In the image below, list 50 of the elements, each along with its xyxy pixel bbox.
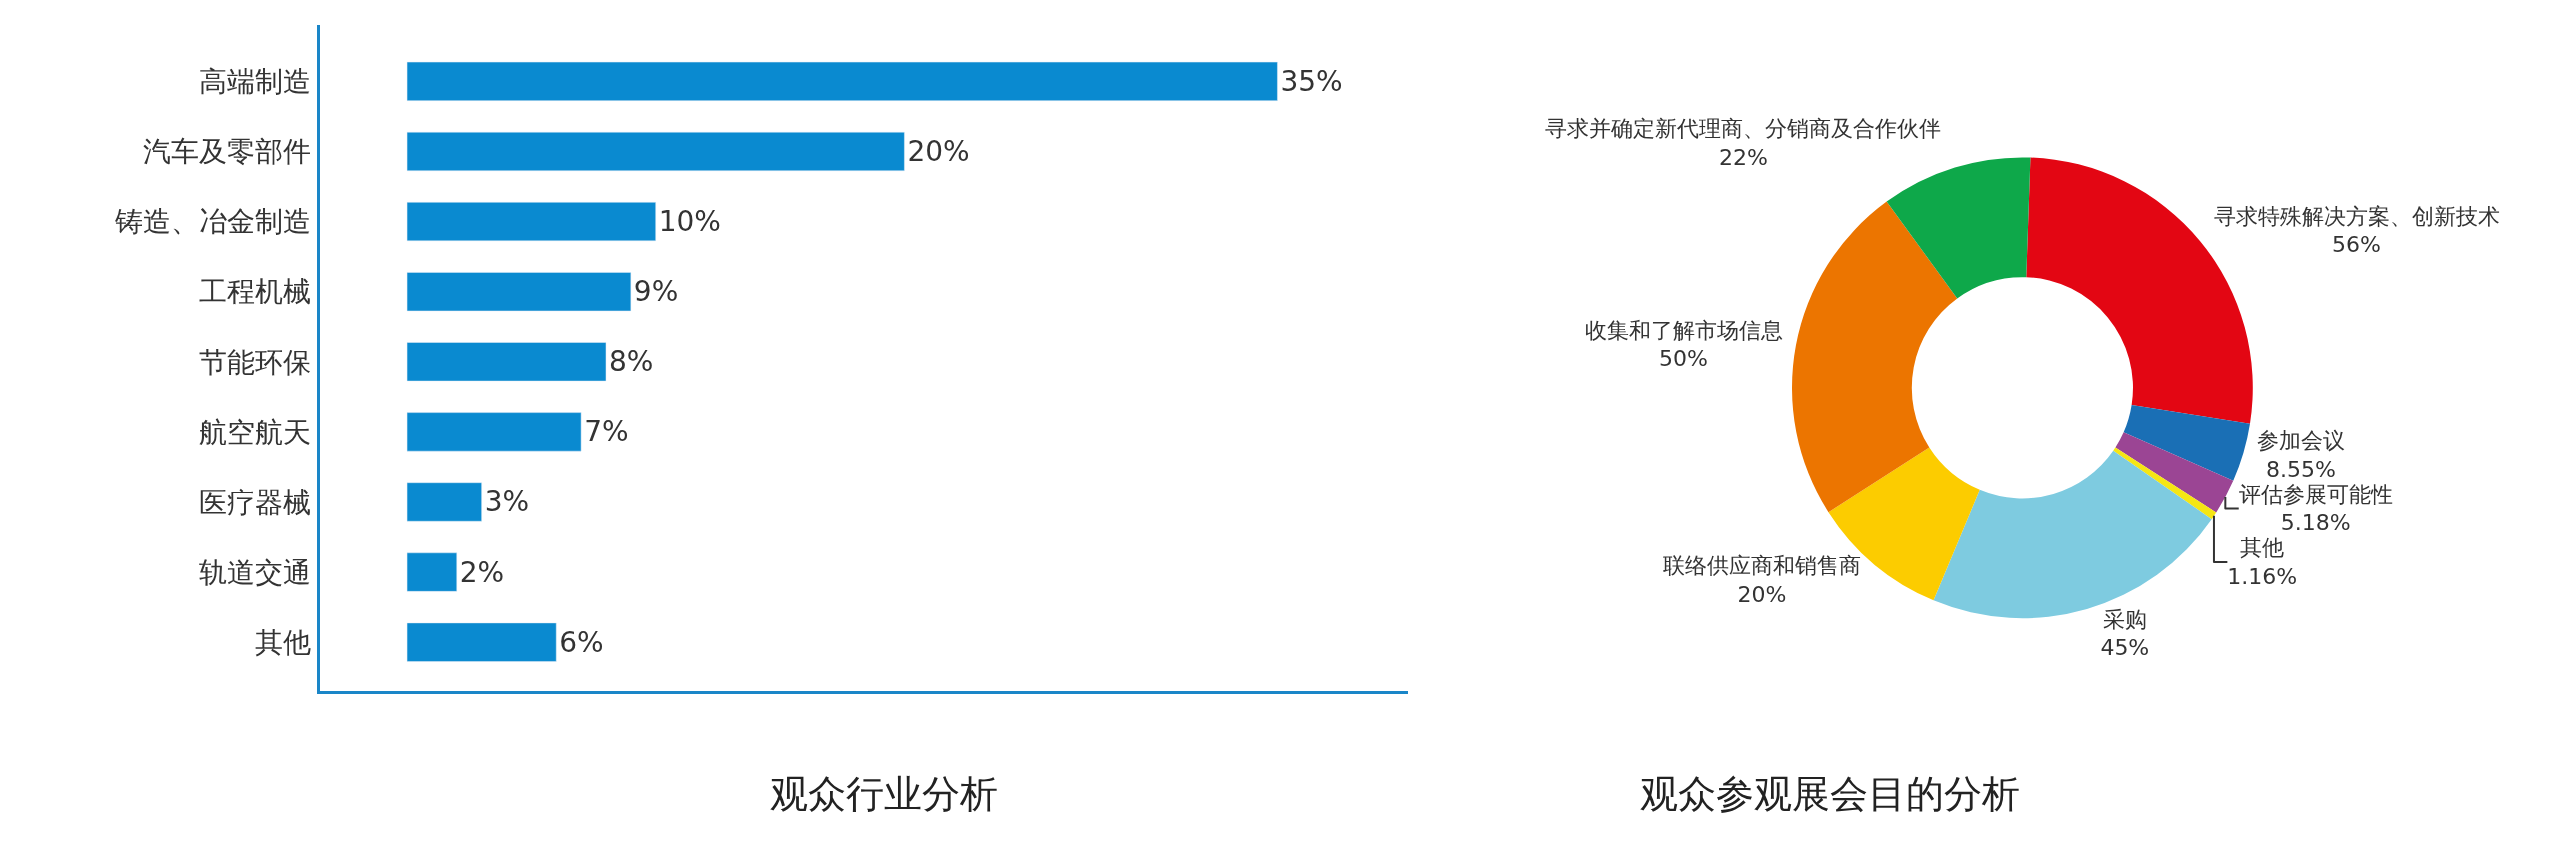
y-tick-label: 节能环保 <box>199 345 312 379</box>
bar <box>406 202 656 242</box>
data-label: 50% <box>1659 346 1708 372</box>
slice-label: 寻求并确定新代理商、分销商及合作伙伴 <box>1545 116 1942 142</box>
y-tick-label: 医疗器械 <box>199 485 312 519</box>
donut-slice <box>2113 447 2217 520</box>
y-tick-label: 汽车及零部件 <box>143 135 312 169</box>
data-label: 2% <box>459 555 505 589</box>
data-label: 35% <box>1280 64 1343 98</box>
y-tick-label: 工程机械 <box>199 275 312 309</box>
slice-label: 采购 <box>2102 606 2147 632</box>
donut-slice <box>1792 201 1958 513</box>
data-label: 8% <box>608 345 654 379</box>
data-label: 56% <box>2332 232 2381 258</box>
data-label: 1.16% <box>2227 563 2298 589</box>
bar <box>406 622 557 662</box>
bar <box>406 131 905 171</box>
y-tick-label: 高端制造 <box>199 65 312 99</box>
text: 观众参观展会目的分析 <box>1640 772 2020 816</box>
slice-label: 评估参展可能性 <box>2238 481 2393 507</box>
y-tick-label: 轨道交通 <box>199 555 312 589</box>
slice-label: 收集和了解市场信息 <box>1584 317 1783 343</box>
donut-slice <box>1886 157 2031 299</box>
bar <box>406 342 607 382</box>
slice-label: 其他 <box>2240 535 2285 561</box>
slice-label: 寻求特殊解决方案、创新技术 <box>2213 203 2500 229</box>
data-label: 10% <box>658 205 721 239</box>
data-label: 5.18% <box>2280 510 2351 536</box>
bar <box>406 482 482 522</box>
data-label: 20% <box>1737 581 1787 607</box>
data-label: 6% <box>559 625 604 659</box>
bar <box>406 61 1278 101</box>
slice-label: 参加会议 <box>2256 428 2345 454</box>
data-label: 45% <box>2100 635 2150 661</box>
slice-label: 联络供应商和销售商 <box>1662 553 1861 579</box>
data-label: 8.55% <box>2265 456 2336 482</box>
text: 观众行业分析 <box>770 772 998 816</box>
y-tick-label: 其他 <box>255 625 312 659</box>
data-label: 20% <box>907 134 970 168</box>
donut-slice <box>2115 432 2234 513</box>
data-label: 9% <box>633 275 679 309</box>
data-label: 22% <box>1719 144 1768 170</box>
y-tick-label: 铸造、冶金制造 <box>114 205 312 239</box>
y-tick-label: 航空航天 <box>199 415 312 449</box>
bar <box>406 272 632 312</box>
data-label: 3% <box>484 485 530 519</box>
bar <box>406 552 458 592</box>
data-label: 7% <box>584 415 629 449</box>
donut-slice <box>2123 405 2250 481</box>
bar <box>406 412 582 452</box>
